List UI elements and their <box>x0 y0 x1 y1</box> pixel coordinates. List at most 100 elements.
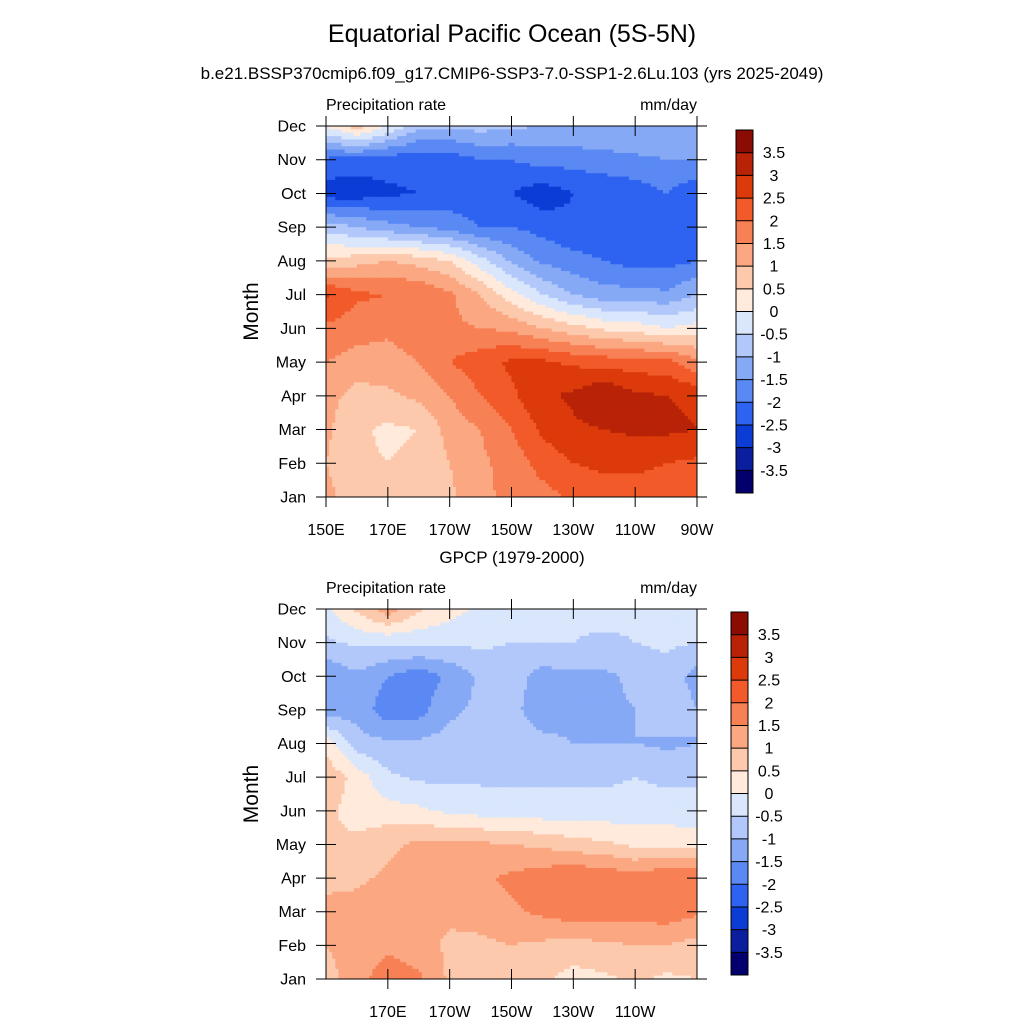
colorbar-swatch <box>731 657 748 681</box>
x-tick-label: 130W <box>552 1004 595 1021</box>
colorbar-label: 0 <box>765 786 774 803</box>
x-tick-label: 150W <box>491 1004 534 1021</box>
colorbar-swatch <box>731 838 748 862</box>
y-tick-label: Sep <box>278 220 307 237</box>
colorbar-label: -2.5 <box>760 417 788 434</box>
colorbar-label: 3.5 <box>758 627 780 644</box>
y-tick-label: May <box>276 355 306 372</box>
colorbar-label: -1 <box>767 349 781 366</box>
colorbar-label: 2 <box>770 213 779 230</box>
colorbar-swatch <box>736 243 753 267</box>
colorbar-label: -2 <box>762 877 776 894</box>
colorbar-label: 0.5 <box>758 763 780 780</box>
lower-panel-title: GPCP (1979-2000) <box>0 548 1024 568</box>
precip-panel-1: Jan Feb Mar Apr May Jun Jul Aug Sep Oct Nov Dec 150E… <box>240 97 788 539</box>
y-tick-label: Jul <box>286 287 306 304</box>
colorbar-label: 1 <box>770 259 779 276</box>
y-tick-label: Mar <box>278 422 306 439</box>
colorbar-label: 3 <box>765 650 774 667</box>
y-tick-label: Nov <box>278 635 306 652</box>
precip-field <box>326 609 697 979</box>
panel-right-label: mm/day <box>640 97 697 114</box>
y-tick-label: Aug <box>278 736 306 753</box>
panel-right-label: mm/day <box>640 580 697 597</box>
y-tick-label: Sep <box>278 702 307 719</box>
y-tick-label: Jun <box>280 803 306 820</box>
colorbar-label: -1.5 <box>755 854 783 871</box>
y-tick-label: Dec <box>278 119 306 136</box>
precip-field <box>326 126 697 497</box>
colorbar-label: -3.5 <box>760 463 788 480</box>
colorbar-label: 2.5 <box>763 191 785 208</box>
colorbar-swatch <box>736 152 753 176</box>
figure-title: Equatorial Pacific Ocean (5S-5N) <box>0 20 1024 49</box>
y-tick-label: Jan <box>280 972 306 989</box>
y-tick-label: Jun <box>280 321 306 338</box>
colorbar-swatch <box>731 612 748 635</box>
colorbar-swatch <box>731 634 748 658</box>
colorbar-swatch <box>731 725 748 749</box>
x-tick-label: 110W <box>615 1004 657 1021</box>
colorbar-swatch <box>731 816 748 840</box>
y-tick-label: Jul <box>286 770 306 787</box>
y-tick-label: Apr <box>281 871 307 888</box>
colorbar-label: -2 <box>767 395 781 412</box>
colorbar-label: -3 <box>767 440 781 457</box>
colorbar-swatch <box>731 861 748 885</box>
y-tick-label: Mar <box>278 904 306 921</box>
colorbar-swatch <box>736 266 753 290</box>
colorbar-swatch <box>736 470 753 494</box>
colorbar-label: -2.5 <box>755 899 783 916</box>
x-tick-label: 170W <box>429 522 472 539</box>
colorbar-label: 0 <box>770 304 779 321</box>
colorbar-label: -0.5 <box>755 809 783 826</box>
colorbar-swatch <box>736 311 753 335</box>
y-axis-title: Month <box>240 765 263 823</box>
colorbar-swatch <box>731 929 748 953</box>
y-tick-label: Apr <box>281 388 307 405</box>
x-tick-label: 170W <box>429 1004 472 1021</box>
colorbar-label: 3.5 <box>763 145 785 162</box>
y-tick-label: Dec <box>278 602 306 619</box>
colorbar-swatch <box>736 130 753 153</box>
colorbar-label: 2 <box>765 695 774 712</box>
colorbar: -3.5 -3 -2.5 -2 -1.5 -1 -0.5 0 0.5 1 1.5 2 2.5 3 3.5 <box>735 129 788 494</box>
colorbar-label: -0.5 <box>760 327 788 344</box>
x-tick-label: 170E <box>369 1004 406 1021</box>
precip-panel-2: Jan Feb Mar Apr May Jun Jul Aug Sep Oct Nov Dec 170E… <box>240 580 783 1021</box>
colorbar-swatch <box>731 884 748 908</box>
y-tick-label: Oct <box>281 186 306 203</box>
colorbar-label: -3 <box>762 922 776 939</box>
colorbar-label: 3 <box>770 168 779 185</box>
colorbar-swatch <box>731 952 748 976</box>
panel-left-label: Precipitation rate <box>326 580 446 597</box>
y-tick-label: Aug <box>278 253 306 270</box>
colorbar-swatch <box>736 424 753 448</box>
x-tick-label: 90W <box>681 522 715 539</box>
colorbar-swatch <box>731 793 748 817</box>
colorbar-swatch <box>736 334 753 358</box>
colorbar-label: -1 <box>762 831 776 848</box>
panel-left-label: Precipitation rate <box>326 97 446 114</box>
y-tick-label: Feb <box>278 938 306 955</box>
y-tick-label: Jan <box>280 490 306 507</box>
y-tick-label: Nov <box>278 152 306 169</box>
colorbar-swatch <box>731 906 748 930</box>
colorbar-swatch <box>736 288 753 312</box>
colorbar-swatch <box>736 447 753 471</box>
colorbar-swatch <box>736 379 753 403</box>
colorbar-label: 0.5 <box>763 281 785 298</box>
y-tick-label: May <box>276 837 306 854</box>
x-tick-label: 110W <box>615 522 657 539</box>
colorbar-swatch <box>731 702 748 726</box>
colorbar-swatch <box>736 356 753 380</box>
y-tick-label: Feb <box>278 456 306 473</box>
colorbar-label: -1.5 <box>760 372 788 389</box>
x-tick-label: 130W <box>552 522 595 539</box>
x-tick-label: 150W <box>491 522 534 539</box>
colorbar-swatch <box>731 680 748 704</box>
colorbar-label: 1.5 <box>758 718 780 735</box>
y-tick-label: Oct <box>281 669 306 686</box>
colorbar-label: 1 <box>765 741 774 758</box>
